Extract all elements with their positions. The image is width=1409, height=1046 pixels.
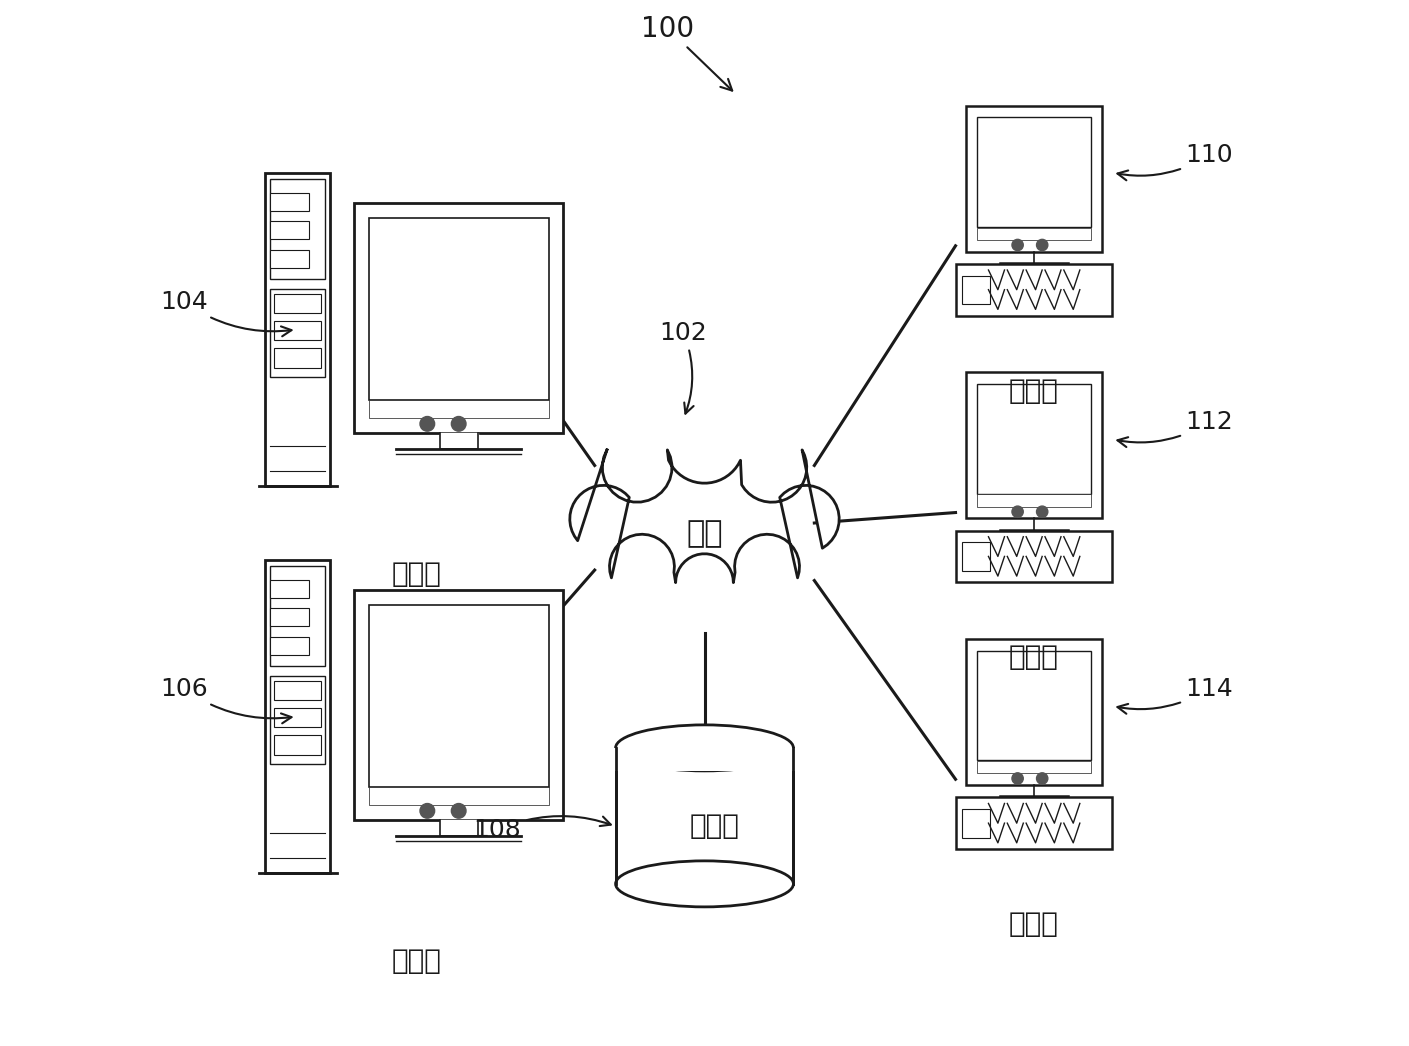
FancyBboxPatch shape [610, 748, 799, 771]
Text: 104: 104 [159, 290, 292, 337]
FancyBboxPatch shape [275, 321, 321, 340]
FancyBboxPatch shape [265, 560, 330, 873]
Text: 102: 102 [659, 321, 707, 413]
FancyBboxPatch shape [271, 608, 310, 627]
Text: 114: 114 [1117, 677, 1233, 713]
Ellipse shape [616, 861, 793, 907]
Text: 112: 112 [1117, 410, 1233, 447]
FancyBboxPatch shape [271, 637, 310, 655]
Circle shape [1037, 240, 1048, 251]
Text: 客户端: 客户端 [1009, 910, 1060, 938]
FancyBboxPatch shape [271, 676, 325, 764]
FancyBboxPatch shape [955, 530, 1113, 583]
FancyBboxPatch shape [271, 566, 325, 666]
Text: 108: 108 [473, 816, 610, 842]
FancyBboxPatch shape [275, 294, 321, 313]
FancyBboxPatch shape [978, 384, 1091, 494]
FancyBboxPatch shape [275, 735, 321, 755]
Text: 存储器: 存储器 [690, 813, 740, 840]
FancyBboxPatch shape [265, 173, 330, 486]
FancyBboxPatch shape [962, 810, 991, 838]
FancyBboxPatch shape [271, 579, 310, 597]
Polygon shape [440, 820, 478, 836]
FancyBboxPatch shape [955, 797, 1113, 849]
Text: 客户端: 客户端 [1009, 643, 1060, 672]
Text: 106: 106 [159, 677, 292, 724]
Circle shape [420, 803, 434, 818]
FancyBboxPatch shape [354, 203, 564, 433]
Circle shape [1037, 773, 1048, 784]
Text: 网络: 网络 [686, 519, 723, 548]
FancyBboxPatch shape [369, 400, 548, 418]
Text: 110: 110 [1117, 143, 1233, 180]
Circle shape [451, 803, 466, 818]
Text: 100: 100 [641, 15, 733, 91]
FancyBboxPatch shape [978, 495, 1091, 506]
FancyBboxPatch shape [369, 605, 548, 787]
FancyBboxPatch shape [978, 651, 1091, 760]
FancyBboxPatch shape [271, 192, 310, 210]
FancyBboxPatch shape [271, 289, 325, 377]
Ellipse shape [616, 725, 793, 771]
FancyBboxPatch shape [271, 221, 310, 240]
Polygon shape [569, 450, 840, 583]
FancyBboxPatch shape [275, 348, 321, 368]
FancyBboxPatch shape [978, 761, 1091, 773]
FancyBboxPatch shape [965, 639, 1102, 784]
Text: 服务器: 服务器 [392, 947, 442, 975]
FancyBboxPatch shape [965, 372, 1102, 519]
Circle shape [1037, 506, 1048, 518]
Circle shape [1012, 506, 1023, 518]
FancyBboxPatch shape [369, 218, 548, 400]
FancyBboxPatch shape [616, 748, 793, 884]
Circle shape [1012, 240, 1023, 251]
FancyBboxPatch shape [965, 106, 1102, 252]
Circle shape [420, 416, 434, 431]
FancyBboxPatch shape [962, 543, 991, 571]
FancyBboxPatch shape [271, 179, 325, 279]
Circle shape [1012, 773, 1023, 784]
Polygon shape [440, 433, 478, 449]
FancyBboxPatch shape [275, 681, 321, 700]
FancyBboxPatch shape [978, 117, 1091, 227]
Circle shape [451, 416, 466, 431]
FancyBboxPatch shape [271, 250, 310, 268]
Text: 客户端: 客户端 [1009, 377, 1060, 405]
FancyBboxPatch shape [978, 228, 1091, 240]
FancyBboxPatch shape [275, 708, 321, 727]
FancyBboxPatch shape [955, 264, 1113, 316]
FancyBboxPatch shape [354, 590, 564, 820]
Text: 服务器: 服务器 [392, 560, 442, 588]
FancyBboxPatch shape [962, 276, 991, 304]
FancyBboxPatch shape [369, 787, 548, 805]
